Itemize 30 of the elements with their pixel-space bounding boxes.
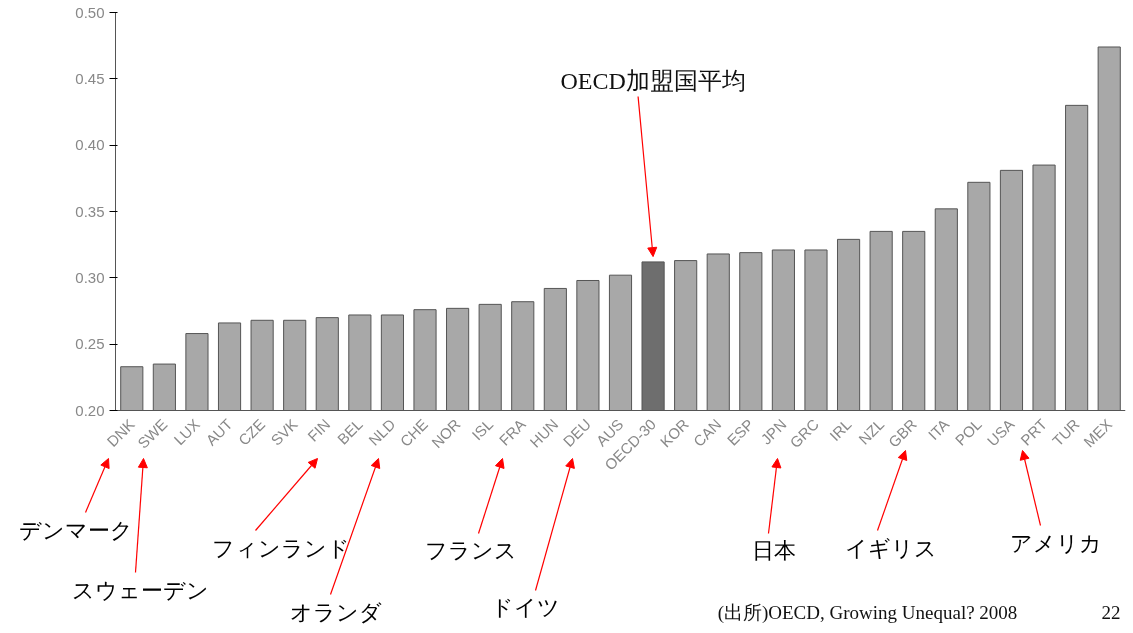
text: (出所)OECD, Growing Unequal? 2008 — [717, 602, 1018, 624]
x-tick-label: FIN — [304, 415, 334, 445]
x-tick-label: CZE — [234, 415, 269, 449]
text: 22 — [1101, 602, 1121, 623]
y-tick-label: 0.25 — [75, 335, 105, 353]
x-tick-label: FRA — [495, 415, 529, 449]
x-tick-label: ISL — [468, 415, 497, 444]
text: アメリカ — [1009, 531, 1102, 556]
y-tick-label: 0.40 — [75, 136, 105, 154]
text: 日本 — [751, 538, 796, 563]
x-tick-label: NZL — [855, 415, 888, 448]
text: ドイツ — [491, 595, 560, 620]
text: スウェーデン — [72, 578, 209, 603]
text: オランダ — [289, 600, 382, 625]
x-tick-label: BEL — [333, 415, 366, 448]
text: デンマーク — [18, 518, 133, 543]
x-tick-label: POL — [951, 415, 985, 449]
y-tick-label: 0.30 — [75, 268, 105, 286]
text: フランス — [424, 538, 517, 563]
y-tick-label: 0.20 — [75, 401, 105, 419]
x-tick-label: IRL — [826, 415, 855, 445]
x-tick-label: USA — [983, 415, 1018, 450]
y-tick-label: 0.50 — [75, 3, 105, 21]
annotation: OECD加盟国平均 — [560, 67, 746, 94]
text: イギリス — [844, 536, 937, 561]
text: フィンランド — [211, 536, 350, 561]
x-tick-label: TUR — [1048, 415, 1083, 450]
y-tick-label: 0.45 — [75, 69, 105, 87]
y-tick-label: 0.35 — [75, 202, 105, 220]
x-tick-label: ITA — [924, 415, 953, 444]
